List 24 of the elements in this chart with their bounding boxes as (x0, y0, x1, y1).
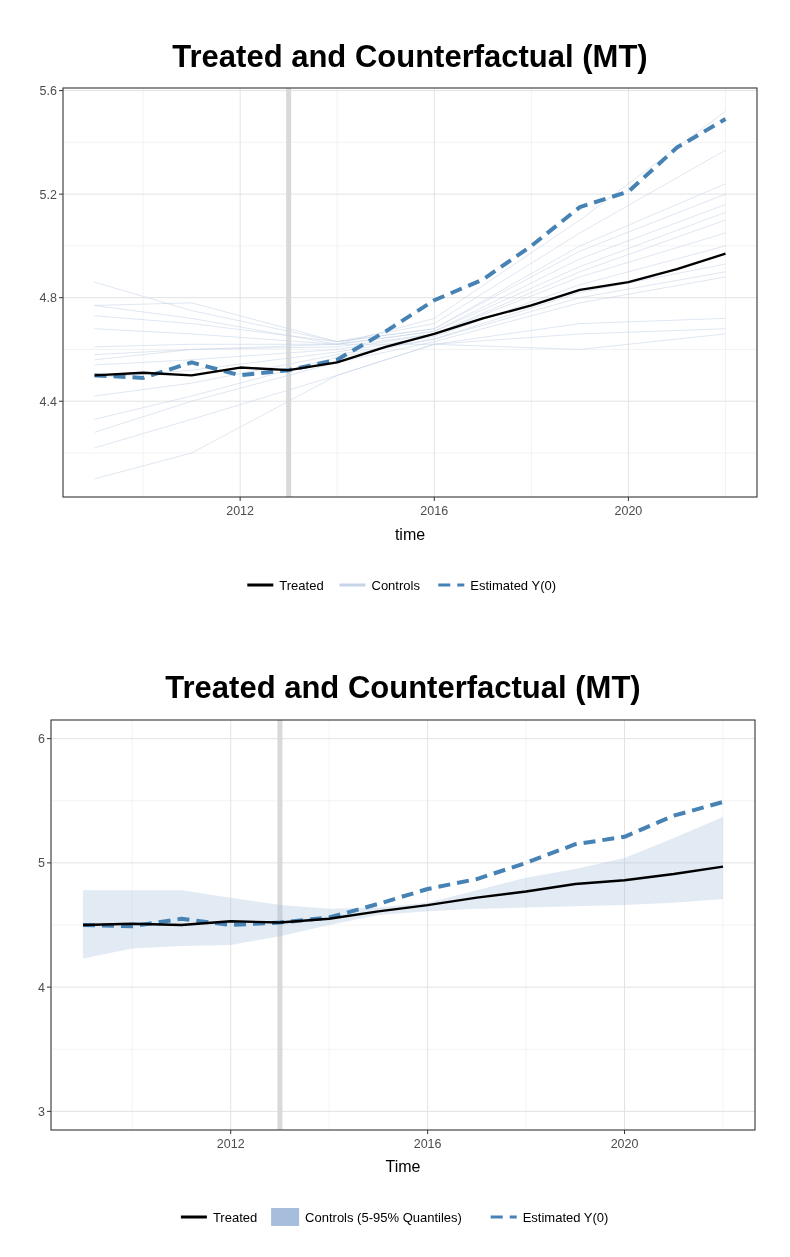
x-tick-label: 2020 (614, 504, 643, 518)
x-tick-label: 2020 (610, 1137, 639, 1151)
y-tick-label: 4.8 (39, 291, 58, 306)
x-tick-label: 2012 (216, 1137, 245, 1151)
legend-label: Controls (5-95% Quantiles) (305, 1210, 462, 1225)
legend-label: Treated (212, 1210, 258, 1225)
legend-label: Estimated Y(0) (522, 1210, 609, 1225)
x-axis-title: time (394, 526, 426, 543)
x-tick-label: 2016 (413, 1137, 442, 1151)
y-tick-label: 5 (38, 856, 46, 871)
chart-title: Treated and Counterfactual (MT) (165, 670, 641, 705)
chart-title: Treated and Counterfactual (MT) (172, 39, 648, 74)
x-tick-label: 2012 (226, 504, 255, 518)
x-axis-title: Time (385, 1158, 421, 1175)
legend-label: Estimated Y(0) (470, 578, 557, 593)
legend-label: Treated (279, 578, 324, 593)
x-tick-label: 2016 (420, 504, 449, 518)
y-tick-label: 5.2 (39, 187, 58, 202)
legend-label: Controls (371, 578, 421, 593)
y-tick-label: 3 (38, 1104, 46, 1119)
y-tick-label: 6 (38, 732, 46, 747)
y-tick-label: 4.4 (39, 394, 58, 409)
y-tick-label: 5.6 (39, 84, 58, 99)
y-tick-label: 4 (38, 980, 46, 995)
